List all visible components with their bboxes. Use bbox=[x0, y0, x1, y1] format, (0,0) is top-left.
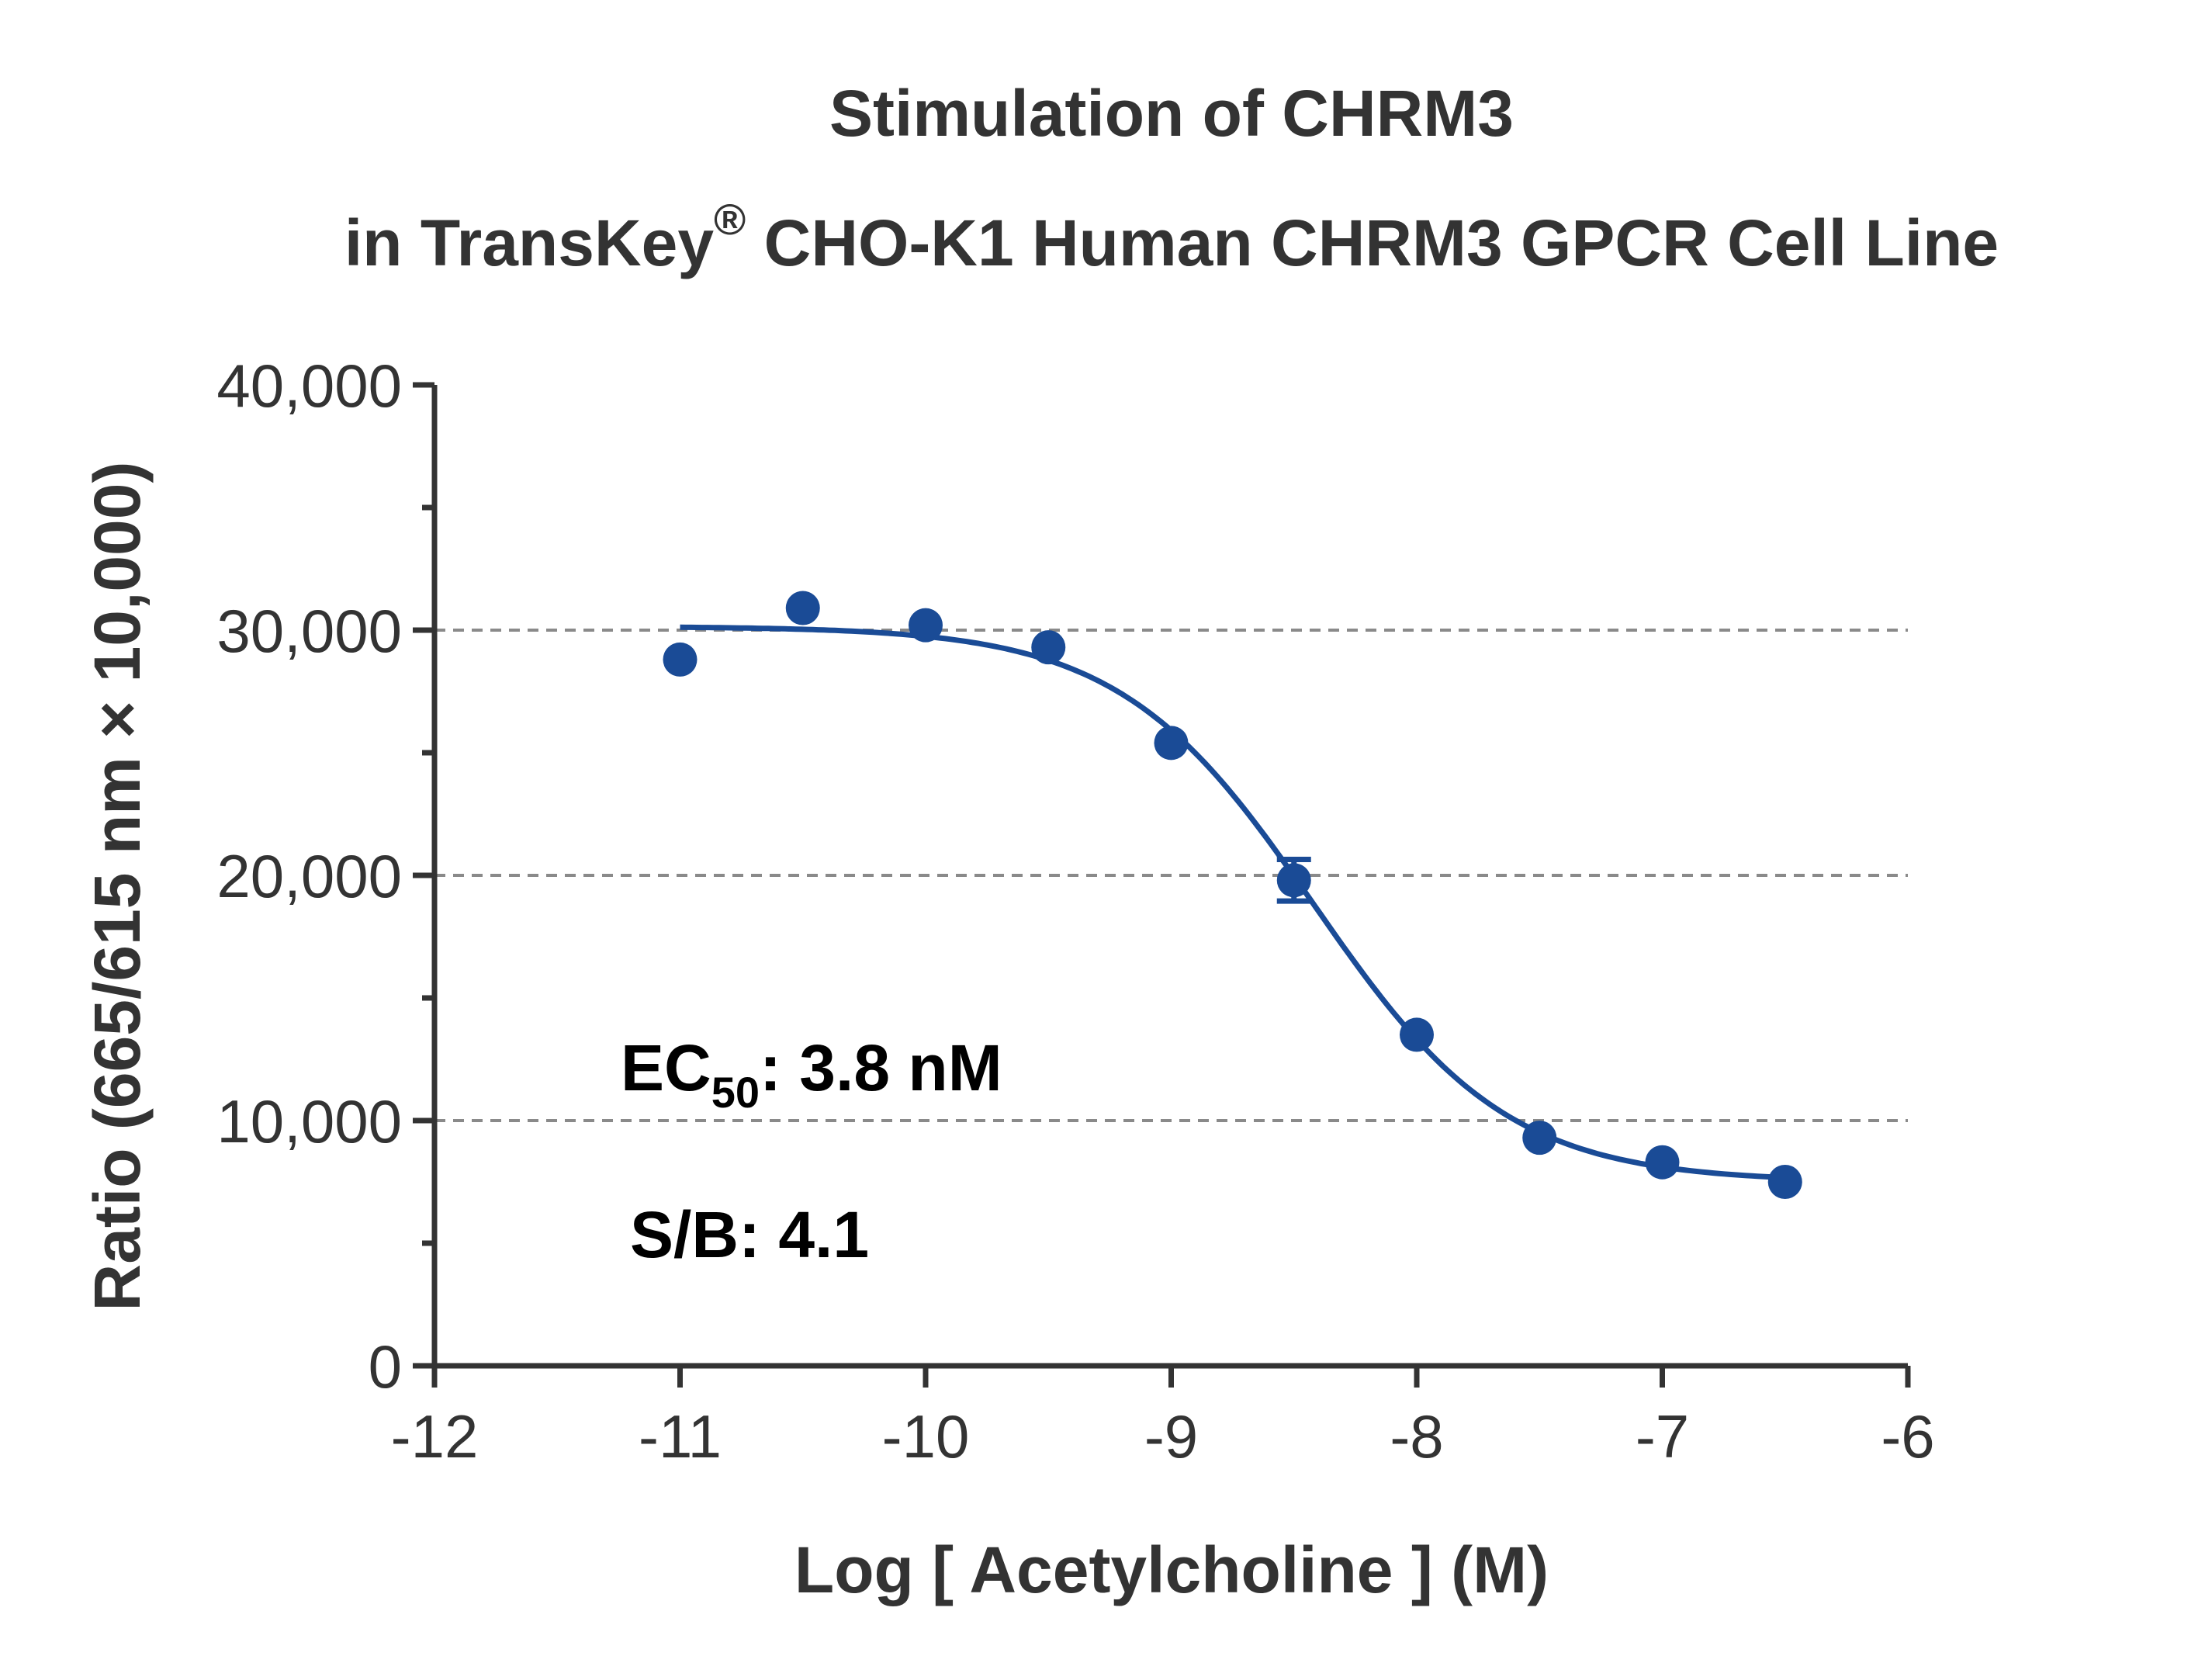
x-tick-label: -6 bbox=[1881, 1402, 1934, 1471]
data-points bbox=[663, 591, 1802, 1199]
chart-title-line2-prefix: in TransKey bbox=[344, 206, 714, 279]
ec50-prefix: EC bbox=[621, 1031, 711, 1104]
chart-title-line1: Stimulation of CHRM3 bbox=[829, 77, 1514, 150]
data-point bbox=[1276, 863, 1311, 898]
x-tick-label: -12 bbox=[391, 1402, 479, 1471]
x-tick-label: -11 bbox=[639, 1402, 722, 1471]
chart-title-line2-suffix: CHO-K1 Human CHRM3 GPCR Cell Line bbox=[746, 206, 1999, 279]
data-point bbox=[1400, 1017, 1434, 1052]
x-tick-label: -8 bbox=[1390, 1402, 1443, 1471]
y-tick-labels: 0 10,000 20,000 30,000 40,000 bbox=[216, 352, 402, 1401]
y-tick-label: 40,000 bbox=[216, 352, 402, 420]
y-tick-label: 30,000 bbox=[216, 597, 402, 665]
y-tick-label: 0 bbox=[369, 1332, 402, 1401]
data-point bbox=[1645, 1145, 1680, 1180]
fit-curve bbox=[680, 624, 1785, 1180]
data-point bbox=[663, 642, 698, 677]
ec50-annotation: EC50: 3.8 nM bbox=[621, 1031, 1002, 1117]
data-point bbox=[785, 591, 820, 625]
ec50-subscript: 50 bbox=[711, 1068, 760, 1117]
y-axis-label: Ratio (665/615 nm × 10,000) bbox=[81, 462, 154, 1311]
data-point bbox=[1154, 726, 1189, 761]
chart-title-registered-mark: ® bbox=[714, 195, 746, 244]
chart-title-line2: in TransKey® CHO-K1 Human CHRM3 GPCR Cel… bbox=[344, 195, 1999, 279]
axes bbox=[413, 382, 1911, 1388]
x-axis-label: Log [ Acetylcholine ] (M) bbox=[794, 1533, 1549, 1606]
data-point bbox=[909, 608, 943, 643]
x-tick-label: -10 bbox=[882, 1402, 970, 1471]
y-tick-label: 10,000 bbox=[216, 1087, 402, 1155]
data-point bbox=[1767, 1165, 1802, 1199]
x-tick-label: -7 bbox=[1636, 1402, 1689, 1471]
gridlines bbox=[434, 629, 1908, 1122]
data-point bbox=[1031, 630, 1066, 665]
sb-annotation: S/B: 4.1 bbox=[630, 1198, 869, 1271]
x-tick-labels: -12 -11 -10 -9 -8 -7 -6 bbox=[391, 1402, 1935, 1471]
fit-curve-layer bbox=[680, 624, 1785, 1180]
x-tick-label: -9 bbox=[1144, 1402, 1198, 1471]
ec50-suffix: : 3.8 nM bbox=[760, 1031, 1002, 1104]
y-tick-label: 20,000 bbox=[216, 842, 402, 910]
data-point bbox=[1522, 1121, 1557, 1155]
